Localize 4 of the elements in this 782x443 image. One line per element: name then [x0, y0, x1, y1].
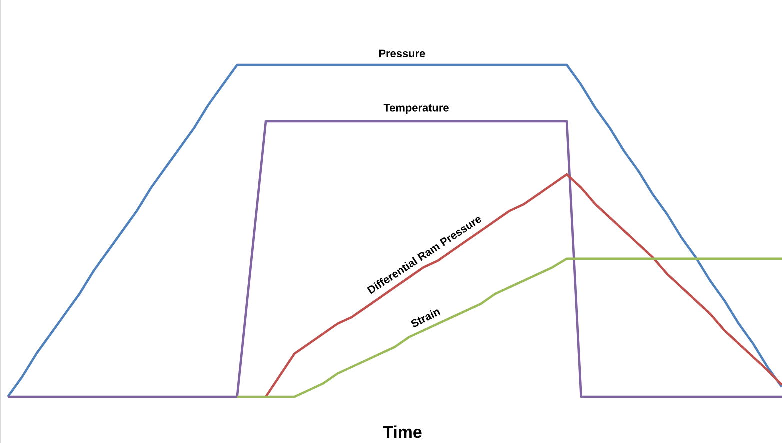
- series-label: Temperature: [384, 104, 449, 114]
- x-axis-title: Time: [383, 426, 422, 438]
- text: Strain: [411, 310, 441, 328]
- series-label: Pressure: [379, 50, 426, 58]
